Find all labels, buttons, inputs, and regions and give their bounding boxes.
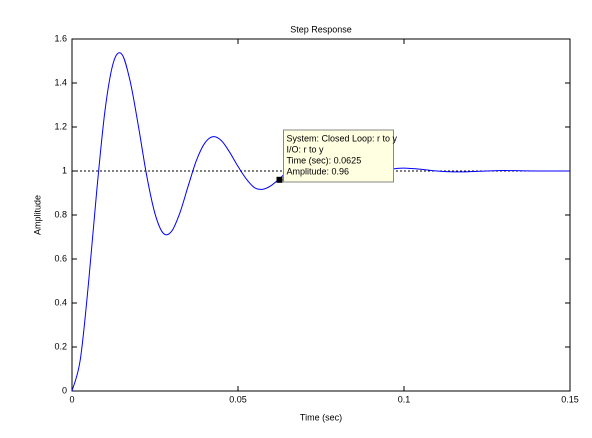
y-tick-label: 0.8 [54,209,67,219]
y-tick-label: 1 [62,165,67,175]
x-tick-label: 0.05 [229,394,247,404]
datatip-text: I/O: r to y [287,144,325,154]
datatip-text: System: Closed Loop: r to y [287,133,398,143]
chart-title: Step Response [290,24,352,34]
datatip-text: Amplitude: 0.96 [287,166,350,176]
x-tick-label: 0.1 [398,394,411,404]
plot-area [71,38,571,392]
y-tick-label: 0.4 [54,297,67,307]
y-tick-label: 0.6 [54,253,67,263]
x-tick-label: 0.15 [561,394,579,404]
x-axis-label: Time (sec) [300,412,342,422]
y-tick-label: 1.4 [54,77,67,87]
y-tick-label: 0 [62,385,67,395]
y-axis-label: Amplitude [32,195,42,235]
x-tick-label: 0 [69,394,74,404]
y-tick-label: 0.2 [54,341,67,351]
y-tick-label: 1.2 [54,121,67,131]
datatip-text: Time (sec): 0.0625 [287,155,362,165]
y-tick-label: 1.6 [54,33,67,43]
datatip-box [283,129,394,183]
